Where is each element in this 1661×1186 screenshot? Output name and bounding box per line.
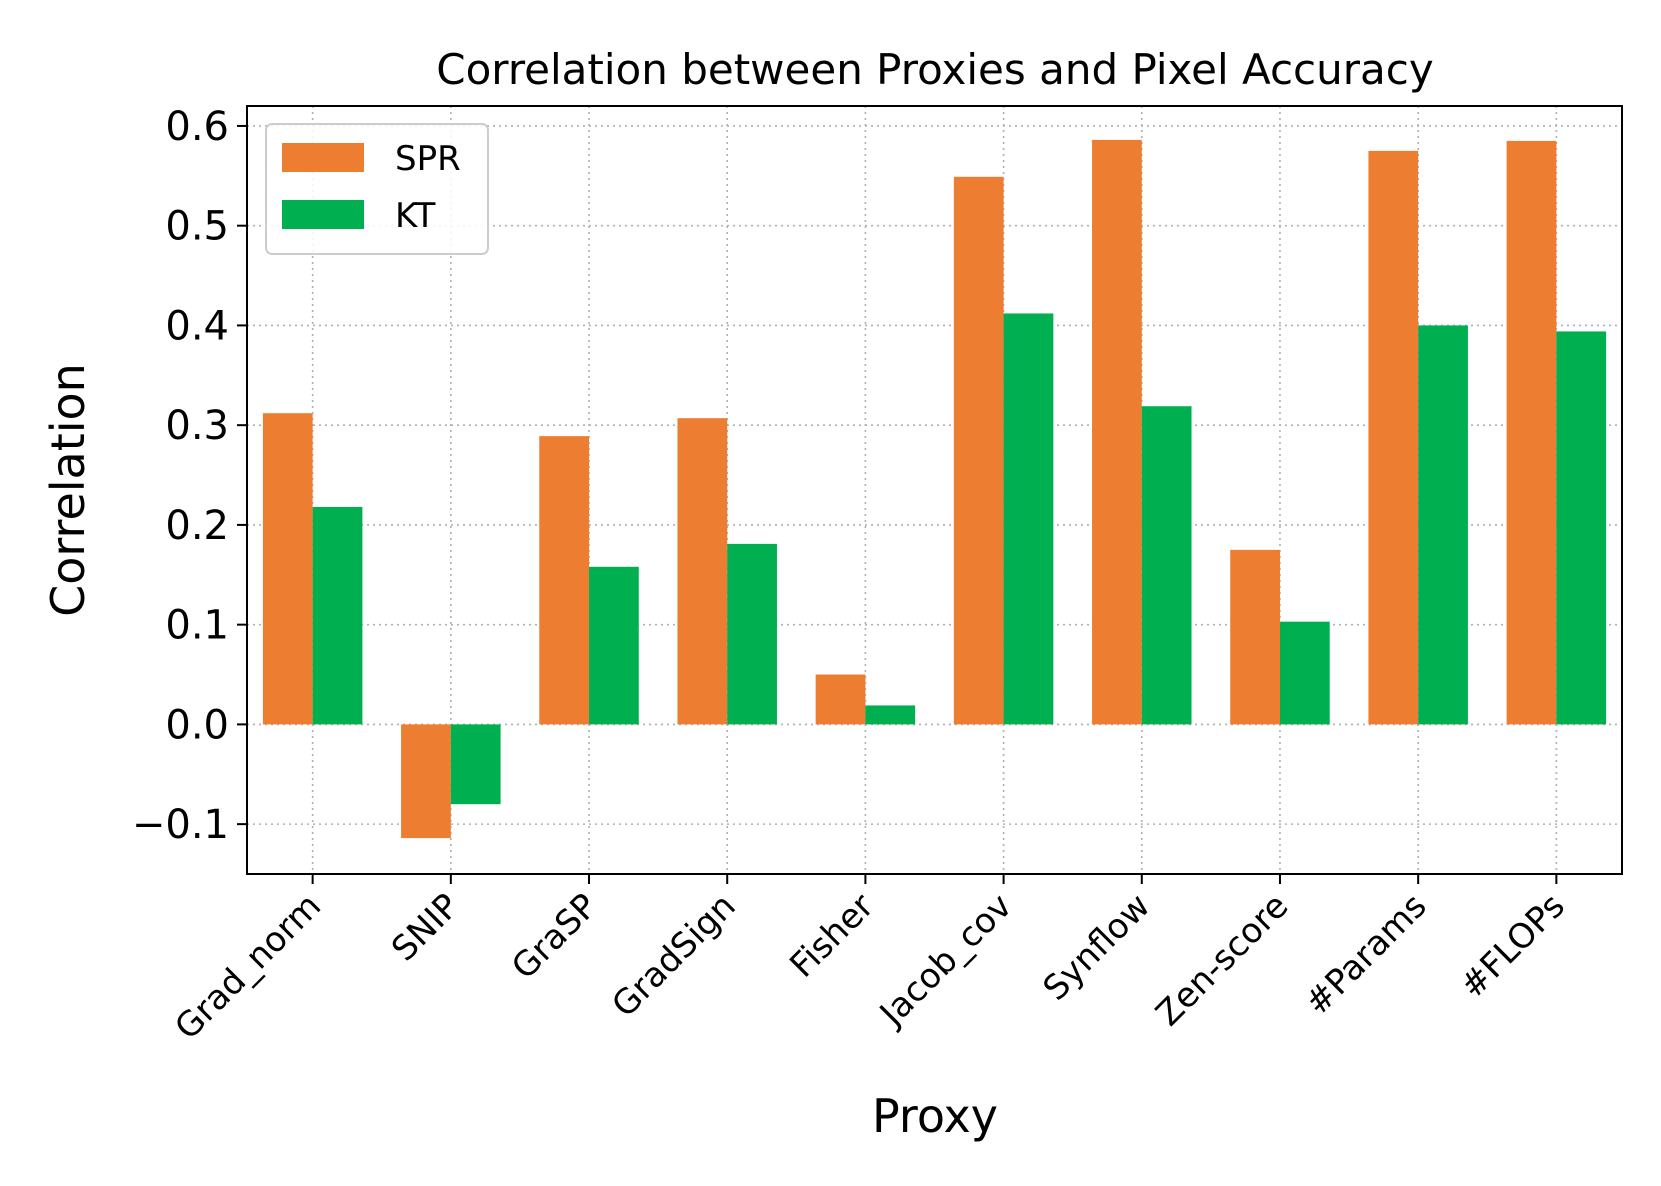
bar-kt-grasp bbox=[589, 566, 639, 725]
bar-spr-zen-score bbox=[1230, 549, 1280, 725]
bar-kt-jacob-cov bbox=[1003, 313, 1054, 725]
bar-kt-gradsign bbox=[727, 543, 777, 725]
y-axis-label: Correlation bbox=[41, 363, 95, 617]
bar-spr-gradsign bbox=[677, 418, 728, 725]
y-tick-label: 0.0 bbox=[165, 702, 229, 748]
chart-title: Correlation between Proxies and Pixel Ac… bbox=[436, 45, 1433, 94]
y-tick-label: 0.6 bbox=[165, 104, 229, 150]
y-tick-label: 0.1 bbox=[165, 603, 229, 649]
bar-spr-grasp bbox=[539, 436, 590, 725]
y-tick-label: 0.2 bbox=[165, 503, 229, 549]
bar-kt-flops bbox=[1556, 331, 1607, 725]
bar-kt-synflow bbox=[1141, 406, 1192, 725]
bar-kt-snip bbox=[450, 724, 501, 805]
bar-spr-synflow bbox=[1092, 139, 1142, 725]
bar-kt-params bbox=[1418, 325, 1468, 725]
plot-frame bbox=[246, 105, 1623, 875]
bar-kt-zen-score bbox=[1279, 621, 1330, 725]
y-tick-label: 0.3 bbox=[165, 403, 229, 449]
bar-spr-flops bbox=[1506, 140, 1557, 725]
x-axis-label: Proxy bbox=[872, 1089, 998, 1143]
bar-spr-snip bbox=[401, 724, 451, 839]
legend-swatch-kt bbox=[282, 200, 364, 229]
y-tick-label: −0.1 bbox=[132, 802, 229, 848]
legend-swatch-spr bbox=[282, 143, 364, 172]
bars-layer bbox=[262, 139, 1607, 839]
bar-spr-fisher bbox=[815, 674, 866, 725]
bar-spr-grad-norm bbox=[262, 413, 313, 725]
y-tick-label: 0.4 bbox=[165, 303, 229, 349]
bar-spr-jacob-cov bbox=[953, 176, 1004, 725]
bar-kt-grad-norm bbox=[312, 506, 363, 725]
y-tick-label: 0.5 bbox=[165, 204, 229, 250]
bar-kt-fisher bbox=[865, 705, 916, 725]
bar-spr-params bbox=[1368, 150, 1419, 725]
legend-label-kt: KT bbox=[395, 196, 436, 236]
legend: SPR KT bbox=[265, 123, 489, 255]
legend-label-spr: SPR bbox=[395, 139, 461, 179]
